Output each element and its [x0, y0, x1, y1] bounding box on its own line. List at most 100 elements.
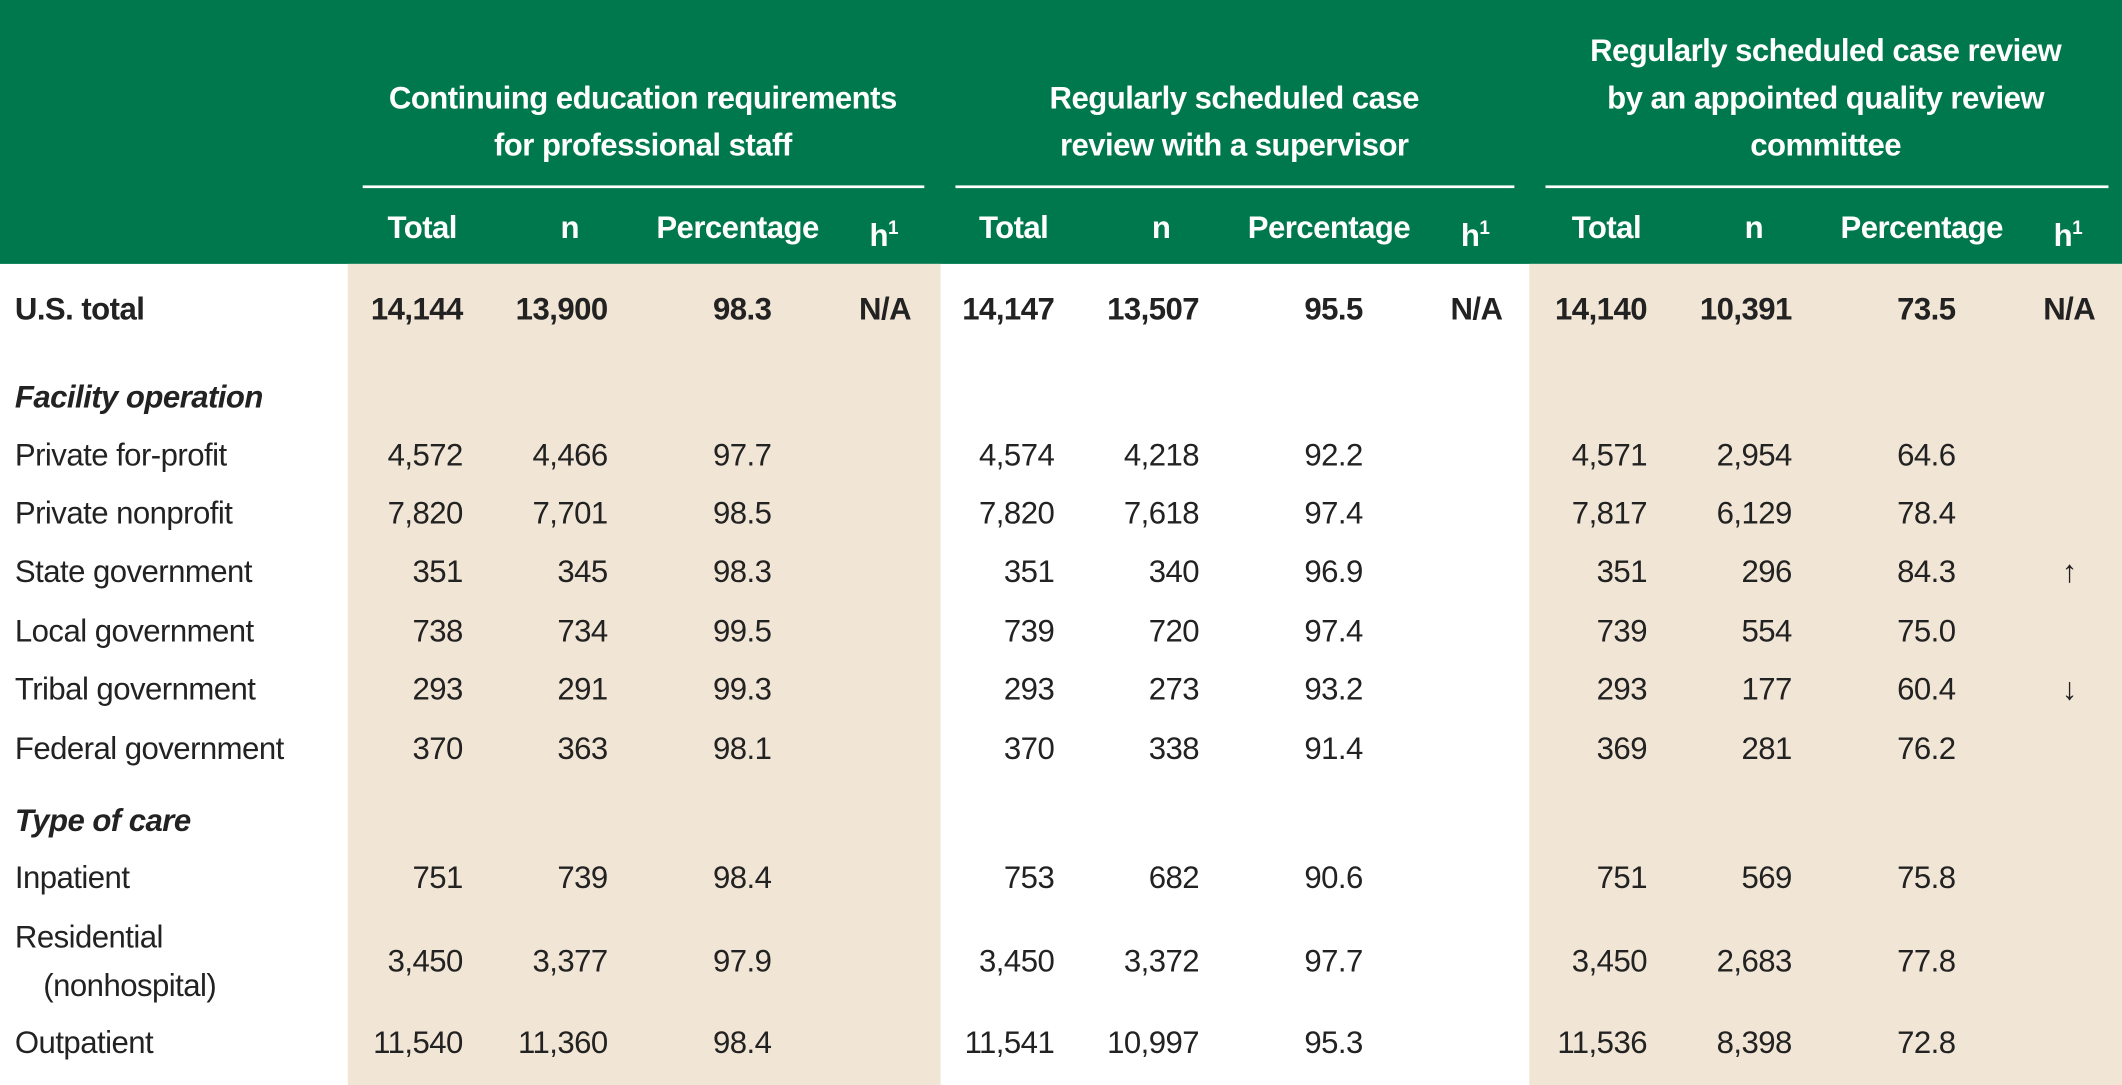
cell: 97.4: [1304, 495, 1363, 531]
cell: 739: [1003, 613, 1055, 649]
cell: 363: [557, 730, 608, 766]
cell: 734: [557, 613, 608, 649]
cell: 177: [1741, 671, 1792, 707]
cell: 4,574: [979, 437, 1055, 473]
cell: 11,540: [373, 1024, 463, 1060]
cell: 14,147: [962, 290, 1055, 327]
cell: 3,450: [387, 943, 464, 979]
cell: 96.9: [1304, 553, 1363, 589]
row-label: Private for-profit: [14, 437, 227, 473]
cell: 370: [1003, 730, 1055, 766]
row-label: Local government: [14, 613, 254, 649]
group-heading: review with a supervisor: [1059, 127, 1409, 163]
cell: 92.2: [1304, 437, 1363, 473]
header-band: [0, 0, 2122, 264]
cell: 4,572: [387, 437, 464, 473]
cell: 751: [1596, 859, 1648, 895]
cell: 98.5: [712, 495, 772, 531]
cell: 97.4: [1304, 613, 1363, 649]
cell: 98.4: [712, 859, 772, 895]
column-header: n: [1151, 209, 1171, 245]
cell: 7,820: [979, 495, 1055, 531]
cell: 91.4: [1304, 730, 1363, 766]
cell: 751: [412, 859, 464, 895]
cell: 345: [557, 553, 608, 589]
column-header: Total: [387, 209, 458, 245]
group-heading: Regularly scheduled case: [1049, 79, 1420, 116]
cell: 77.8: [1897, 943, 1956, 979]
cell: 7,701: [532, 495, 608, 531]
cell: 682: [1148, 859, 1200, 895]
cell: 296: [1741, 553, 1792, 589]
cell: 10,997: [1107, 1024, 1200, 1060]
cell: 4,571: [1571, 437, 1648, 473]
cell: 3,372: [1123, 943, 1200, 979]
cell: 75.8: [1897, 859, 1956, 895]
row-label: Federal government: [14, 730, 284, 766]
cell: 281: [1741, 730, 1792, 766]
cell: 8,398: [1716, 1024, 1793, 1060]
cell: 72.8: [1897, 1024, 1956, 1060]
cell: 351: [412, 553, 464, 589]
cell: 98.3: [712, 290, 772, 327]
cell: 11,360: [517, 1024, 608, 1060]
cell: 76.2: [1897, 730, 1956, 766]
cell: 369: [1596, 730, 1648, 766]
cell: 3,450: [1571, 943, 1648, 979]
cell: 351: [1596, 553, 1648, 589]
cell: 99.3: [712, 671, 772, 707]
row-label: State government: [14, 553, 253, 589]
group-heading: for professional staff: [493, 127, 792, 163]
cell: 60.4: [1897, 671, 1956, 707]
cell: 98.3: [712, 553, 772, 589]
column-header: n: [560, 209, 580, 245]
group-rule: [362, 185, 925, 189]
cell: 7,820: [387, 495, 464, 531]
group-rule: [955, 185, 1515, 189]
cell: 569: [1741, 859, 1792, 895]
beige-band: [1529, 263, 2122, 1085]
column-header: h1: [1177, 207, 1772, 253]
cell: 14,144: [370, 290, 464, 327]
cell: 273: [1148, 671, 1200, 707]
cell: 6,129: [1716, 495, 1793, 531]
cell: 64.6: [1897, 437, 1956, 473]
cell: 4,466: [532, 437, 608, 473]
cell: 554: [1741, 613, 1792, 649]
cell: 738: [412, 613, 464, 649]
cell: 2,954: [1716, 437, 1793, 473]
cell: 14,140: [1555, 290, 1648, 327]
cell: 97.7: [1304, 943, 1363, 979]
cell: 75.0: [1897, 613, 1956, 649]
column-header: Percentage: [656, 209, 819, 245]
group-heading: by an appointed quality review: [1607, 79, 2045, 116]
cell: 98.4: [712, 1024, 772, 1060]
column-header: h1: [1770, 207, 2122, 253]
cell: 90.6: [1304, 859, 1363, 895]
footnote-mark: 1: [1479, 216, 1490, 239]
cell: N/A: [859, 290, 912, 327]
column-header: Percentage: [1247, 209, 1411, 245]
cell: 739: [1596, 613, 1648, 649]
group-rule: [1545, 185, 2109, 189]
group-heading: Regularly scheduled case review: [1590, 32, 2062, 68]
group-heading: committee: [1750, 127, 1902, 163]
cell: 13,900: [515, 290, 609, 327]
cell: 370: [412, 730, 464, 766]
cell: ↑: [2061, 553, 2078, 589]
cell: 11,541: [964, 1024, 1055, 1060]
cell: 720: [1148, 613, 1200, 649]
row-label: Private nonprofit: [14, 495, 233, 531]
column-header: Percentage: [1840, 209, 2003, 245]
column-header: h1: [586, 207, 1181, 253]
cell: 3,450: [979, 943, 1055, 979]
cell: 7,618: [1123, 495, 1200, 531]
column-header: n: [1744, 209, 1764, 245]
section-label: Facility operation: [14, 378, 264, 415]
cell: 97.7: [712, 437, 772, 473]
column-header-text: h: [869, 217, 888, 253]
row-label: Inpatient: [14, 859, 130, 895]
cell: 73.5: [1897, 290, 1956, 327]
column-header: Total: [978, 209, 1049, 245]
